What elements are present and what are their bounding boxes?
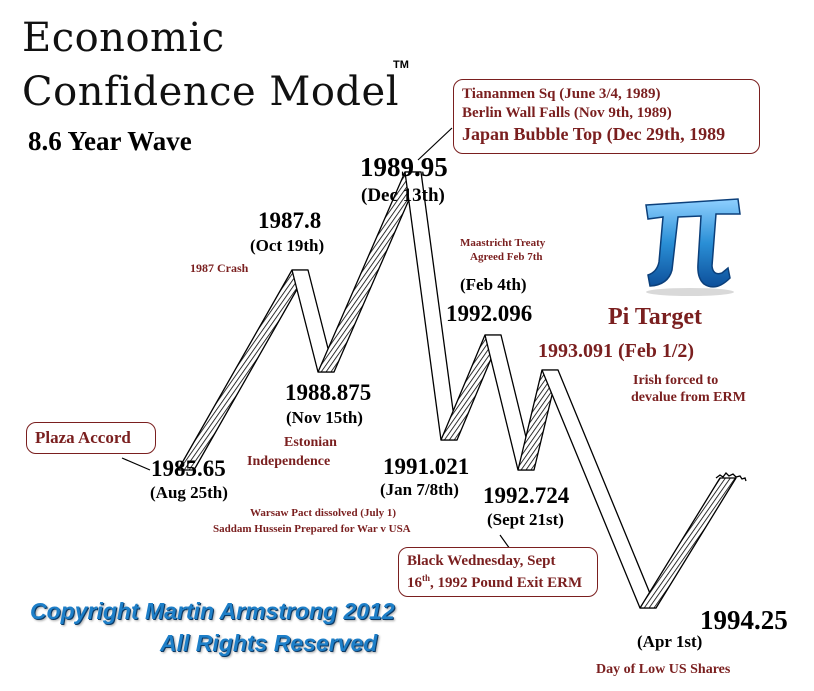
black-wednesday-rest: , 1992 Pound Exit ERM bbox=[430, 575, 583, 591]
black-wednesday-line-2: 16th, 1992 Pound Exit ERM bbox=[407, 573, 589, 592]
subtitle: 8.6 Year Wave bbox=[28, 126, 192, 156]
plaza-pointer bbox=[121, 457, 151, 471]
pi-symbol-icon bbox=[645, 198, 741, 296]
trademark-mark: TM bbox=[393, 59, 409, 71]
turning-point-1991-date: (Jan 7/8th) bbox=[380, 480, 459, 499]
turning-point-1994-year: 1994.25 bbox=[700, 605, 788, 635]
title-line-2: Confidence Model bbox=[22, 69, 399, 115]
turning-point-1993-date: (Feb 1/2) bbox=[618, 340, 695, 362]
turning-point-1988-year: 1988.875 bbox=[285, 380, 372, 405]
black-wednesday-ordinal: th bbox=[422, 573, 431, 583]
turning-point-1992-feb-date: (Feb 4th) bbox=[460, 275, 527, 294]
turning-point-1992-feb-year: 1992.096 bbox=[446, 301, 533, 326]
event-berlin-wall: Berlin Wall Falls (Nov 9th, 1989) bbox=[462, 105, 672, 121]
black-wednesday-callout: Black Wednesday, Sept 16th, 1992 Pound E… bbox=[398, 547, 598, 597]
copyright-line-2: All Rights Reserved bbox=[160, 630, 378, 656]
note-warsaw-pact: Warsaw Pact dissolved (July 1) bbox=[250, 507, 397, 519]
turning-point-1994-date: (Apr 1st) bbox=[637, 632, 703, 651]
turning-point-1989-year: 1989.95 bbox=[360, 152, 448, 182]
note-maastricht-2: Agreed Feb 7th bbox=[470, 251, 543, 263]
note-estonian-1: Estonian bbox=[284, 435, 337, 450]
note-1987-crash: 1987 Crash bbox=[190, 261, 249, 275]
events-1989-callout: Tiananmen Sq (June 3/4, 1989) Berlin Wal… bbox=[453, 79, 760, 154]
black-wednesday-day: 16 bbox=[407, 575, 422, 591]
black-wednesday-line-1: Black Wednesday, Sept bbox=[407, 553, 556, 569]
note-saddam: Saddam Hussein Prepared for War v USA bbox=[213, 523, 411, 535]
turning-point-1988-date: (Nov 15th) bbox=[286, 408, 363, 427]
turning-point-1991-year: 1991.021 bbox=[383, 454, 470, 479]
title-line-1: Economic bbox=[22, 15, 225, 61]
note-irish-1: Irish forced to bbox=[633, 373, 719, 388]
copyright-line-1: Copyright Martin Armstrong 2012 bbox=[30, 598, 395, 624]
turning-point-1992-sept-year: 1992.724 bbox=[483, 483, 570, 508]
note-low-us-shares: Day of Low US Shares bbox=[596, 662, 731, 677]
pi-target-label: Pi Target bbox=[608, 304, 702, 330]
turning-point-1985-date: (Aug 25th) bbox=[150, 483, 228, 502]
note-estonian-2: Independence bbox=[247, 454, 331, 469]
plaza-accord-callout: Plaza Accord bbox=[26, 422, 156, 454]
turning-point-1985-year: 1985.65 bbox=[151, 456, 226, 481]
wave-leg-1994-rise bbox=[639, 477, 737, 609]
event-japan-bubble: Japan Bubble Top (Dec 29th, 1989 bbox=[462, 124, 726, 144]
plaza-accord-label: Plaza Accord bbox=[35, 428, 131, 447]
event-tiananmen: Tiananmen Sq (June 3/4, 1989) bbox=[462, 86, 661, 102]
turning-point-1993-label: 1993.091 (Feb 1/2) bbox=[538, 341, 694, 361]
turning-point-1989-date: (Dec 13th) bbox=[361, 185, 445, 206]
events-1989-pointer bbox=[417, 127, 453, 161]
turning-point-1993-year: 1993.091 bbox=[538, 340, 613, 362]
note-maastricht-1: Maastricht Treaty bbox=[460, 237, 546, 249]
turning-point-1987-year: 1987.8 bbox=[258, 208, 322, 233]
note-irish-2: devalue from ERM bbox=[631, 390, 746, 405]
confidence-wave bbox=[177, 171, 747, 609]
black-wednesday-pointer bbox=[499, 534, 511, 550]
wave-end-fray bbox=[715, 472, 747, 482]
turning-point-1992-sept-date: (Sept 21st) bbox=[487, 510, 564, 529]
turning-point-1987-date: (Oct 19th) bbox=[250, 236, 325, 255]
